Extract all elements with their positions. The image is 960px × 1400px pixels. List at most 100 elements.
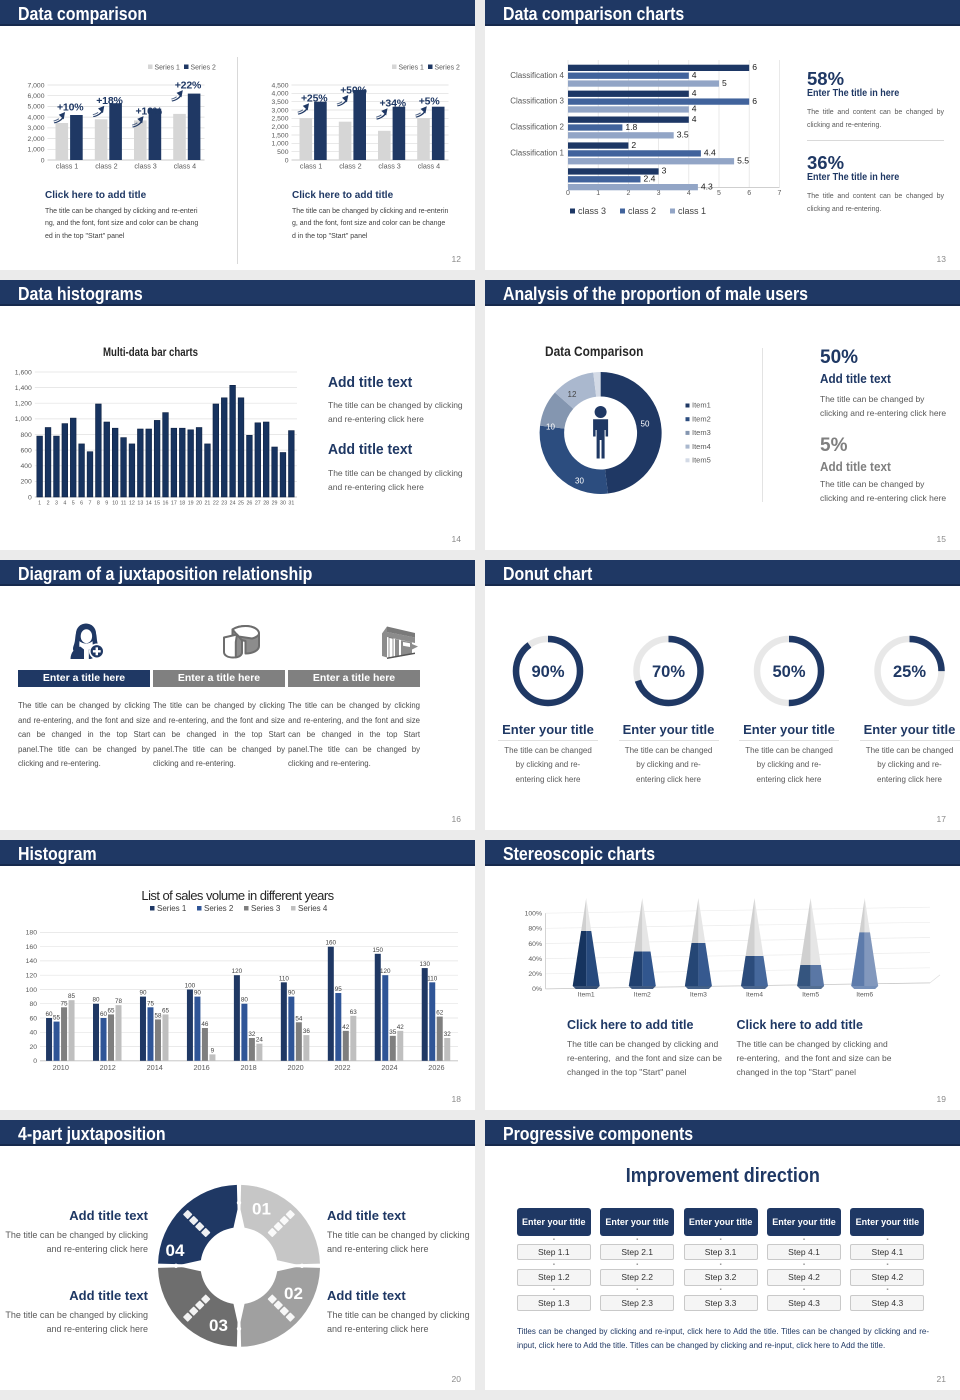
svg-text:0: 0 — [28, 494, 32, 501]
svg-text:Item2: Item2 — [692, 414, 711, 423]
svg-text:100: 100 — [185, 982, 196, 989]
svg-text:class 2: class 2 — [628, 206, 656, 216]
svg-text:600: 600 — [20, 447, 32, 454]
svg-text:80: 80 — [29, 1001, 37, 1008]
svg-text:150: 150 — [373, 947, 384, 954]
svg-text:1,000: 1,000 — [271, 141, 288, 148]
svg-text:class 4: class 4 — [418, 162, 440, 171]
svg-text:65: 65 — [108, 1007, 116, 1014]
svg-text:29: 29 — [272, 501, 278, 507]
svg-text:+16%: +16% — [136, 106, 163, 118]
svg-text:class 4: class 4 — [174, 162, 196, 171]
svg-text:0: 0 — [285, 157, 289, 164]
svg-text:2020: 2020 — [287, 1063, 303, 1072]
svg-text:27: 27 — [255, 501, 261, 507]
svg-text:3.5: 3.5 — [677, 130, 689, 140]
svg-text:class 3: class 3 — [378, 162, 400, 171]
svg-text:01: 01 — [252, 1200, 271, 1219]
svg-text:2012: 2012 — [100, 1063, 116, 1072]
svg-text:+34%: +34% — [380, 98, 407, 110]
svg-text:03: 03 — [209, 1316, 228, 1335]
svg-text:class 2: class 2 — [339, 162, 361, 171]
svg-text:2016: 2016 — [193, 1063, 209, 1072]
svg-text:class 1: class 1 — [678, 206, 706, 216]
svg-text:1,200: 1,200 — [15, 401, 32, 408]
svg-text:1: 1 — [596, 190, 600, 197]
svg-text:30: 30 — [575, 477, 584, 486]
svg-text:11: 11 — [121, 501, 127, 507]
svg-text:2,000: 2,000 — [27, 136, 44, 143]
svg-text:90: 90 — [288, 990, 296, 997]
svg-text:180: 180 — [26, 930, 38, 937]
svg-text:50%: 50% — [772, 663, 805, 681]
svg-text:78: 78 — [115, 998, 123, 1005]
svg-text:28: 28 — [263, 501, 269, 507]
svg-text:800: 800 — [20, 432, 32, 439]
svg-text:25%: 25% — [893, 663, 926, 681]
svg-text:0: 0 — [566, 190, 570, 197]
svg-text:12: 12 — [568, 390, 577, 399]
svg-text:Item4: Item4 — [746, 992, 763, 999]
svg-text:4: 4 — [692, 70, 697, 80]
svg-text:30: 30 — [280, 501, 286, 507]
svg-text:26: 26 — [246, 501, 252, 507]
svg-text:+25%: +25% — [301, 93, 328, 105]
svg-text:25: 25 — [238, 501, 244, 507]
svg-text:200: 200 — [20, 479, 32, 486]
svg-text:70%: 70% — [652, 663, 685, 681]
svg-text:Item5: Item5 — [802, 992, 819, 999]
svg-text:42: 42 — [342, 1024, 350, 1031]
svg-text:58: 58 — [154, 1012, 162, 1019]
svg-text:60: 60 — [46, 1011, 54, 1018]
svg-text:90: 90 — [194, 990, 202, 997]
svg-text:class 2: class 2 — [95, 162, 117, 171]
svg-text:Series 1: Series 1 — [157, 904, 187, 913]
svg-text:2: 2 — [626, 190, 630, 197]
svg-text:4: 4 — [687, 190, 691, 197]
svg-text:65: 65 — [162, 1007, 170, 1014]
svg-text:62: 62 — [436, 1010, 444, 1017]
svg-text:Series 3: Series 3 — [251, 904, 281, 913]
svg-text:80: 80 — [93, 997, 101, 1004]
svg-text:5,000: 5,000 — [27, 104, 44, 111]
svg-text:5: 5 — [717, 190, 721, 197]
svg-text:2014: 2014 — [147, 1063, 163, 1072]
svg-text:42: 42 — [397, 1024, 405, 1031]
svg-text:Item6: Item6 — [856, 992, 873, 999]
svg-text:1,500: 1,500 — [271, 132, 288, 139]
svg-text:6: 6 — [747, 190, 751, 197]
svg-text:15: 15 — [154, 501, 160, 507]
svg-text:32: 32 — [444, 1031, 452, 1038]
svg-text:Item2: Item2 — [634, 992, 651, 999]
svg-text:4: 4 — [692, 104, 697, 114]
svg-text:60: 60 — [100, 1011, 108, 1018]
svg-text:40%: 40% — [528, 956, 542, 963]
svg-text:2,500: 2,500 — [271, 116, 288, 123]
svg-text:4,500: 4,500 — [271, 82, 288, 89]
svg-text:4: 4 — [63, 501, 66, 507]
svg-text:4: 4 — [692, 114, 697, 124]
svg-text:Series 2: Series 2 — [204, 904, 234, 913]
svg-text:36: 36 — [303, 1028, 311, 1035]
svg-text:19: 19 — [188, 501, 194, 507]
svg-text:120: 120 — [232, 968, 243, 975]
svg-text:3,000: 3,000 — [27, 125, 44, 132]
svg-text:2.4: 2.4 — [644, 174, 656, 184]
svg-text:2022: 2022 — [334, 1063, 350, 1072]
svg-text:6: 6 — [80, 501, 83, 507]
svg-text:Classification 4: Classification 4 — [510, 71, 564, 80]
svg-text:95: 95 — [335, 986, 343, 993]
svg-text:10: 10 — [112, 501, 118, 507]
svg-text:1,600: 1,600 — [15, 369, 32, 376]
svg-text:Item3: Item3 — [690, 992, 707, 999]
svg-text:7: 7 — [777, 190, 781, 197]
svg-text:1,000: 1,000 — [27, 147, 44, 154]
svg-text:90: 90 — [139, 990, 147, 997]
svg-text:120: 120 — [26, 973, 38, 980]
svg-text:2: 2 — [47, 501, 50, 507]
svg-text:+22%: +22% — [175, 80, 202, 92]
svg-text:31: 31 — [288, 501, 294, 507]
svg-text:63: 63 — [350, 1009, 358, 1016]
svg-text:400: 400 — [20, 463, 32, 470]
svg-text:Item1: Item1 — [578, 992, 595, 999]
